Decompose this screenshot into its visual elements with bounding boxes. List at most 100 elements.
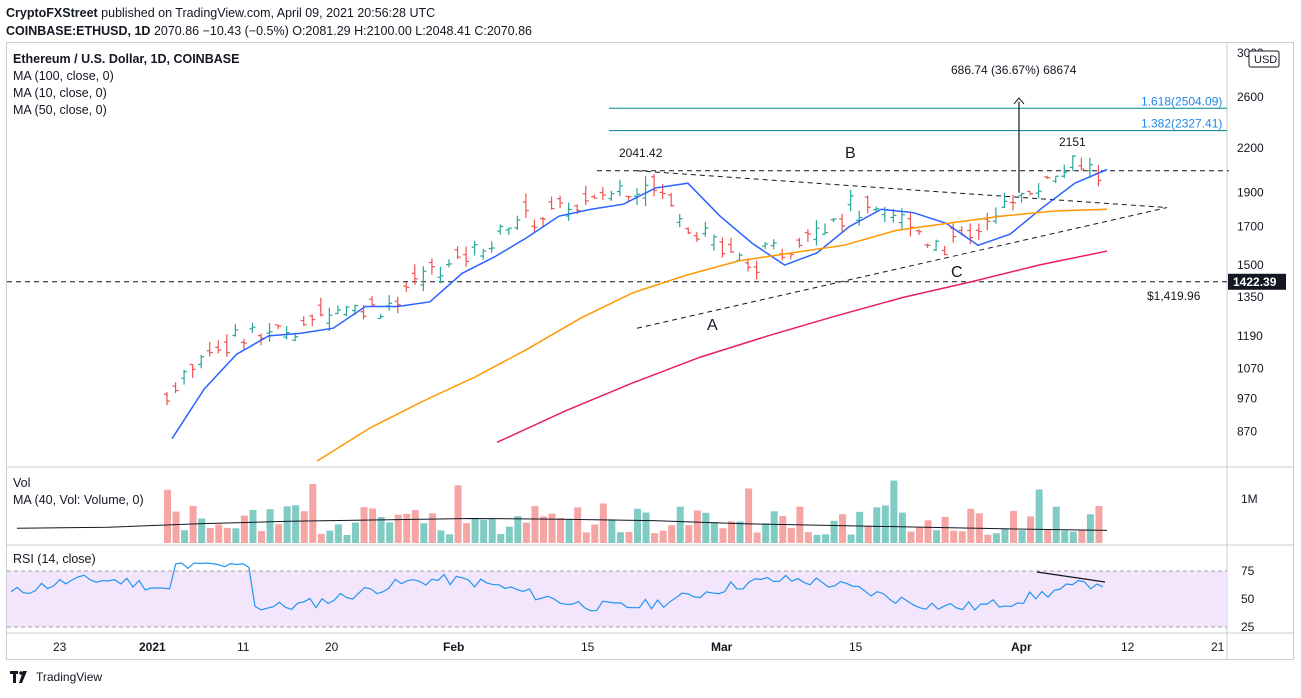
volume-bar: [531, 506, 539, 543]
volume-bar: [1069, 531, 1077, 543]
volume-bar: [360, 507, 368, 543]
volume-bar: [907, 531, 915, 543]
volume-bar: [215, 524, 223, 543]
volume-bar: [514, 516, 522, 543]
chart-frame: 3000260022001900170015001350119010709708…: [6, 42, 1294, 660]
legend-ma50[interactable]: MA (50, close, 0): [13, 103, 107, 117]
price-tick-label: 1700: [1237, 220, 1264, 234]
volume-bar: [659, 530, 667, 543]
volume-bar: [736, 521, 744, 543]
price-tick-label: 2200: [1237, 141, 1264, 155]
high-a-label: 2041.42: [619, 146, 663, 160]
volume-bar: [497, 534, 505, 543]
chart-canvas[interactable]: 3000260022001900170015001350119010709708…: [7, 43, 1293, 659]
volume-ma-label[interactable]: MA (40, Vol: Volume, 0): [13, 493, 144, 507]
volume-bar: [992, 533, 1000, 543]
high-b-label: 2151: [1059, 135, 1086, 149]
legend-ma10[interactable]: MA (10, close, 0): [13, 86, 107, 100]
volume-bar: [394, 514, 402, 543]
volume-bar: [309, 484, 317, 543]
price-tick-label: 1900: [1237, 186, 1264, 200]
volume-bar: [745, 488, 753, 543]
currency-badge-label: USD: [1254, 54, 1277, 66]
rsi-tick-label: 25: [1241, 620, 1255, 634]
time-tick-label: 2021: [139, 640, 166, 654]
point-a-label: A: [707, 317, 718, 334]
time-tick-label: Feb: [443, 640, 464, 654]
volume-bar: [856, 511, 864, 543]
volume-bar: [258, 531, 265, 543]
volume-bar: [839, 514, 847, 543]
header-line-2: COINBASE:ETHUSD, 1D 2070.86 −10.43 (−0.5…: [6, 22, 532, 40]
volume-ma-line: [16, 517, 1108, 531]
volume-bar: [206, 528, 214, 543]
volume-bar: [728, 521, 735, 543]
volume-bar: [762, 523, 770, 543]
volume-bar: [822, 534, 829, 543]
volume-bar: [924, 520, 932, 543]
volume-bar: [898, 512, 906, 543]
legend-title: Ethereum / U.S. Dollar, 1D, COINBASE: [13, 52, 240, 66]
volume-bar: [702, 512, 710, 543]
volume-bar: [890, 480, 898, 543]
volume-bar: [240, 515, 248, 543]
volume-bar: [446, 534, 453, 543]
price-tick-label: 1190: [1237, 329, 1263, 343]
volume-bar: [719, 528, 727, 543]
volume-bar: [599, 503, 607, 543]
symbol-label: COINBASE:ETHUSD, 1D: [6, 24, 154, 38]
volume-bar: [223, 527, 231, 543]
volume-bar: [958, 531, 966, 543]
volume-bar: [548, 513, 556, 543]
currency-badge: [1248, 50, 1280, 68]
volume-bar: [847, 534, 855, 543]
volume-bar: [369, 508, 377, 543]
upper-trendline: [636, 170, 1168, 209]
volume-bar: [941, 516, 949, 543]
volume-bar: [471, 517, 479, 543]
volume-bar: [668, 525, 676, 543]
volume-bar: [1086, 514, 1094, 543]
volume-bar: [787, 527, 795, 543]
time-tick-label: 11: [237, 640, 250, 654]
volume-bar: [830, 520, 838, 543]
volume-bar: [779, 516, 787, 543]
author-name[interactable]: CryptoFXStreet: [6, 6, 98, 20]
main-legend: Ethereum / U.S. Dollar, 1D, COINBASE MA …: [13, 51, 239, 119]
rsi-tick-label: 50: [1241, 592, 1255, 606]
time-tick-label: 12: [1121, 640, 1135, 654]
volume-bar: [813, 534, 821, 543]
publish-info: published on TradingView.com, April 09, …: [97, 6, 436, 20]
measured-move-label: 686.74 (36.67%) 68674: [951, 63, 1077, 77]
volume-bar: [326, 530, 334, 543]
volume-bar: [591, 524, 599, 543]
volume-bar: [292, 505, 300, 543]
volume-bar: [1010, 510, 1017, 543]
volume-bar: [574, 507, 582, 543]
volume-bar: [420, 523, 428, 543]
time-tick-label: 23: [53, 640, 67, 654]
volume-bar: [984, 534, 992, 543]
footer-brand[interactable]: TradingView: [36, 670, 103, 684]
time-tick-label: 15: [581, 640, 595, 654]
volume-bar: [1095, 505, 1103, 543]
volume-bar: [1044, 529, 1052, 543]
rsi-title[interactable]: RSI (14, close): [13, 552, 96, 566]
rsi-tick-label: 75: [1241, 564, 1255, 578]
legend-ma100[interactable]: MA (100, close, 0): [13, 69, 114, 83]
volume-bar: [804, 532, 812, 543]
volume-bar: [386, 522, 394, 543]
volume-bar: [428, 513, 436, 543]
header-line-1: CryptoFXStreet published on TradingView.…: [6, 4, 532, 22]
volume-bar: [1035, 489, 1043, 543]
tradingview-logo-icon: [10, 671, 30, 683]
price-tick-label: 970: [1237, 391, 1257, 405]
price-tick-label: 1500: [1237, 258, 1264, 272]
lower-trendline: [636, 207, 1168, 329]
volume-bar: [1061, 530, 1069, 543]
volume-bar: [480, 519, 488, 543]
volume-bar: [608, 519, 616, 543]
volume-bar: [463, 523, 471, 543]
fib-1618-label: 1.618(2504.09): [1141, 94, 1222, 108]
volume-title[interactable]: Vol: [13, 476, 31, 490]
